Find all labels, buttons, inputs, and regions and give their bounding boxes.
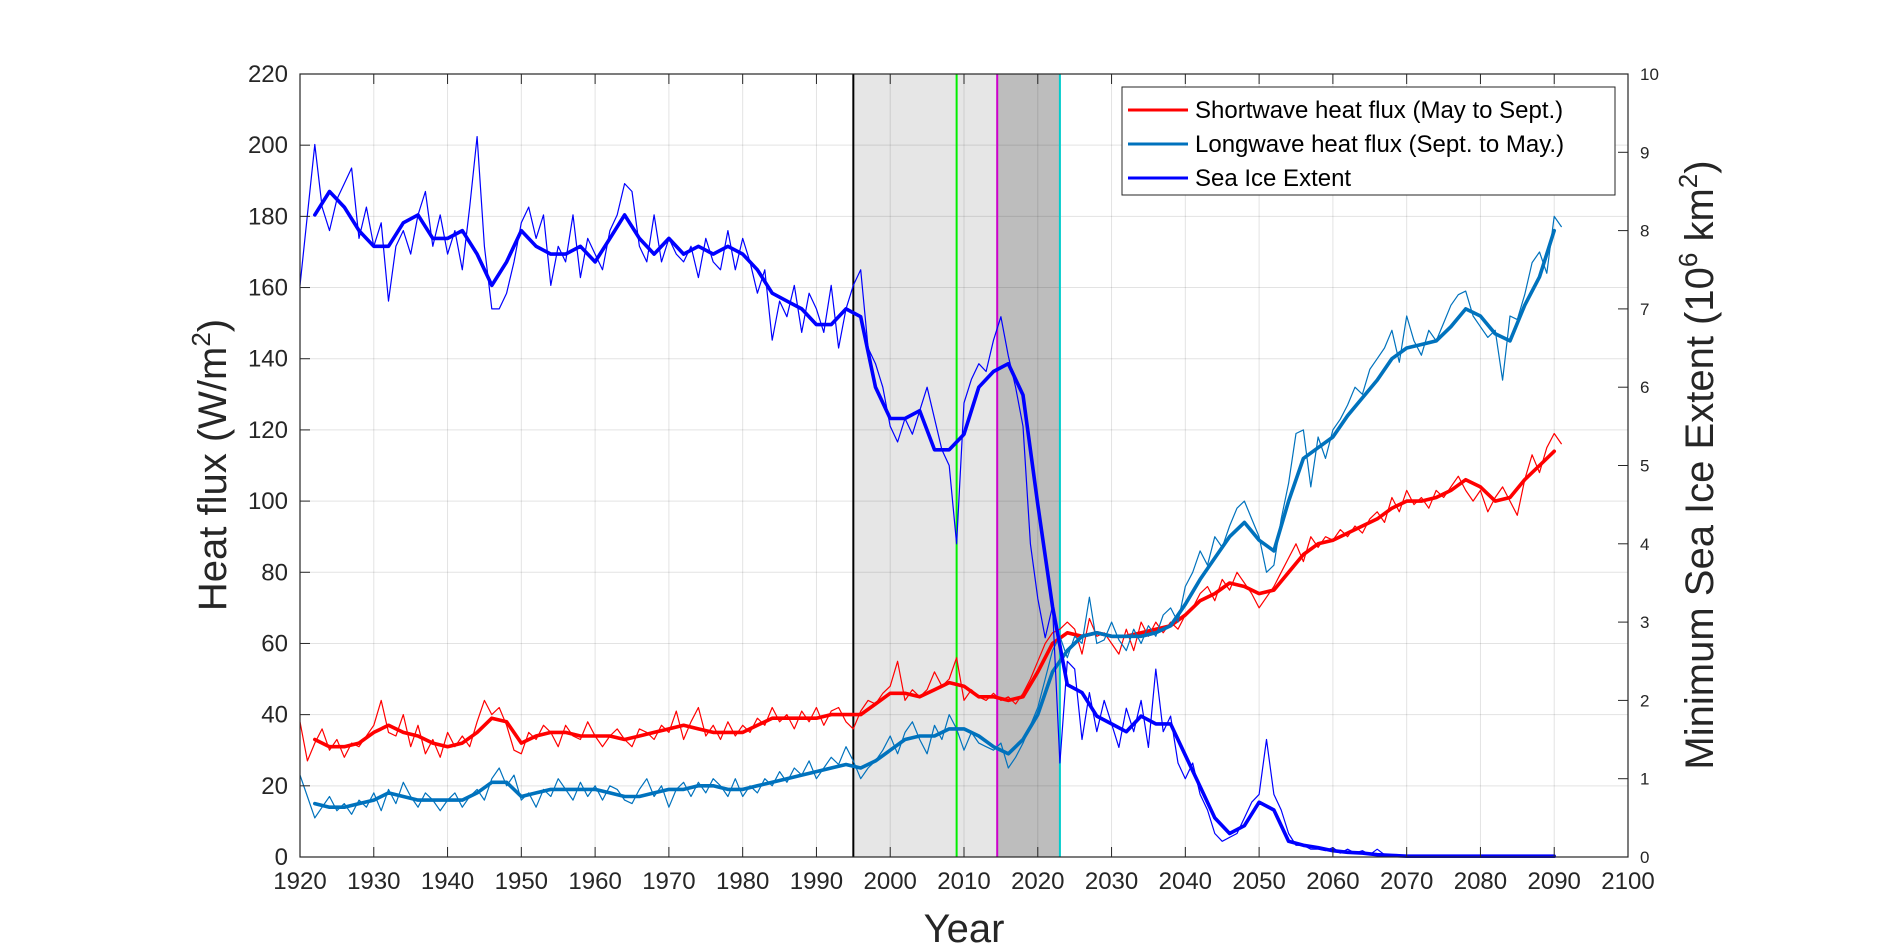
x-tick-label-17: 2090 — [1528, 868, 1581, 895]
x-tick-label-15: 2070 — [1380, 868, 1433, 895]
y-axis-label-sup: 2 — [186, 332, 216, 346]
y2-tick-label-3: 3 — [1640, 613, 1649, 632]
y2-axis-ticks: 0 1 2 3 4 5 6 7 8 9 10 — [1618, 65, 1659, 867]
x-tick-label-14: 2060 — [1306, 868, 1359, 895]
x-axis-label: Year — [924, 907, 1005, 949]
y-tick-label-2: 40 — [261, 702, 288, 729]
y-tick-label-9: 180 — [248, 203, 288, 230]
y2-tick-label-8: 8 — [1640, 222, 1649, 241]
x-tick-label-9: 2010 — [937, 868, 990, 895]
y-axis-label-end: ) — [191, 319, 235, 332]
x-tick-label-7: 1990 — [790, 868, 843, 895]
y-tick-label-8: 160 — [248, 275, 288, 302]
y-tick-label-10: 200 — [248, 132, 288, 159]
y2-tick-label-0: 0 — [1640, 848, 1649, 867]
vertical-markers — [852, 74, 1061, 857]
data-lines — [299, 136, 1563, 859]
y2-tick-label-9: 9 — [1640, 143, 1649, 162]
x-tick-label-3: 1950 — [495, 868, 548, 895]
y-tick-label-6: 120 — [248, 417, 288, 444]
x-tick-label-6: 1980 — [716, 868, 769, 895]
y2-axis-label-sup1: 6 — [1673, 253, 1703, 267]
y-tick-label-4: 80 — [261, 559, 288, 586]
y2-tick-label-10: 10 — [1640, 65, 1659, 84]
y-tick-label-3: 60 — [261, 630, 288, 657]
legend-label-longwave: Longwave heat flux (Sept. to May.) — [1195, 131, 1564, 158]
y2-axis-label-end: ) — [1678, 160, 1722, 173]
y-tick-label-11: 220 — [248, 61, 288, 88]
x-tick-label-13: 2050 — [1232, 868, 1285, 895]
x-tick-label-5: 1970 — [642, 868, 695, 895]
x-tick-label-1: 1930 — [347, 868, 400, 895]
series-1-smoothed-line — [312, 228, 1556, 810]
y-axis-label: Heat flux (W/m2) — [186, 319, 235, 611]
x-axis-ticks: 1920 1930 1940 1950 1960 1970 1980 1990 2000 2010… — [273, 74, 1655, 895]
y-tick-label-0: 0 — [275, 844, 288, 871]
series-1-annual-line — [299, 215, 1563, 819]
x-tick-label-4: 1960 — [568, 868, 621, 895]
y2-tick-label-1: 1 — [1640, 770, 1649, 789]
y-axis-ticks: 0 20 40 60 80 100 120 140 160 180 200 220 — [248, 61, 310, 871]
shaded-region-0 — [853, 74, 998, 857]
series-2-smoothed-line — [312, 189, 1556, 859]
y2-axis-label-sup2: 2 — [1673, 174, 1703, 188]
legend-box — [1121, 86, 1616, 196]
x-tick-label-11: 2030 — [1085, 868, 1138, 895]
x-tick-label-10: 2020 — [1011, 868, 1064, 895]
x-tick-label-12: 2040 — [1159, 868, 1212, 895]
legend: Shortwave heat flux (May to Sept.) Longw… — [1121, 86, 1616, 196]
y-tick-label-1: 20 — [261, 773, 288, 800]
x-tick-label-18: 2100 — [1601, 868, 1654, 895]
y2-tick-label-2: 2 — [1640, 691, 1649, 710]
y2-tick-label-5: 5 — [1640, 457, 1649, 476]
y2-axis-label-main: Minimum Sea Ice Extent (10 — [1678, 267, 1722, 769]
y2-tick-label-6: 6 — [1640, 378, 1649, 397]
shaded-regions — [853, 74, 1060, 857]
x-tick-label-8: 2000 — [864, 868, 917, 895]
shaded-region-1 — [997, 74, 1060, 857]
y2-axis-label-mid: km — [1678, 188, 1722, 252]
y-tick-label-7: 140 — [248, 346, 288, 373]
y2-tick-label-4: 4 — [1640, 535, 1649, 554]
series-0-smoothed-line — [312, 449, 1556, 749]
y-axis-label-main: Heat flux (W/m — [191, 347, 235, 611]
y2-axis-label: Minimum Sea Ice Extent (106 km2) — [1673, 160, 1722, 769]
x-tick-label-2: 1940 — [421, 868, 474, 895]
legend-label-sea-ice: Sea Ice Extent — [1195, 165, 1351, 192]
y2-tick-label-7: 7 — [1640, 300, 1649, 319]
x-tick-label-16: 2080 — [1454, 868, 1507, 895]
x-tick-label-0: 1920 — [273, 868, 326, 895]
legend-label-shortwave: Shortwave heat flux (May to Sept.) — [1195, 97, 1563, 124]
y-tick-label-5: 100 — [248, 488, 288, 515]
